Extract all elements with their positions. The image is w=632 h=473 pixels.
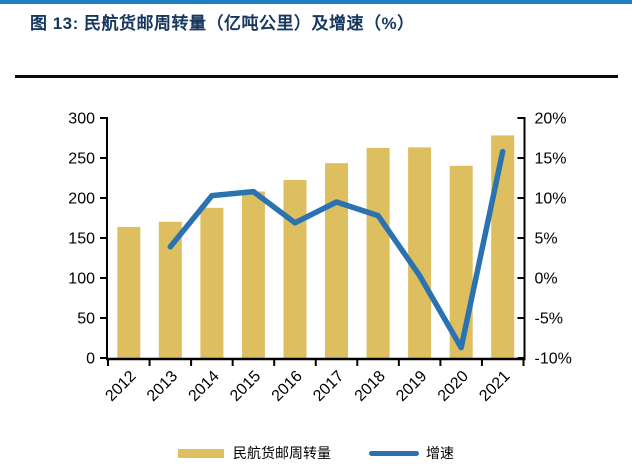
- bar-2013: [158, 221, 182, 358]
- x-axis-label-2012: 2012: [102, 368, 139, 405]
- bar-2016: [283, 180, 307, 358]
- right-axis-tick-label: 15%: [535, 151, 567, 168]
- x-axis-label-2018: 2018: [352, 368, 389, 405]
- x-axis-label-2013: 2013: [144, 368, 181, 405]
- legend-line-label: 增速: [426, 445, 454, 461]
- figure-title: 图 13: 民航货邮周转量（亿吨公里）及增速（%）: [30, 14, 415, 33]
- legend-bar-swatch: [178, 448, 224, 458]
- right-axis-tick-label: -5%: [535, 311, 563, 328]
- left-axis-tick-label: 200: [68, 191, 95, 208]
- x-axis-label-2021: 2021: [476, 368, 513, 405]
- bar-2014: [200, 207, 224, 358]
- left-axis-tick-label: 150: [68, 231, 95, 248]
- bar-2017: [325, 163, 348, 358]
- x-axis-label-2014: 2014: [186, 368, 223, 405]
- growth-line: [167, 148, 506, 351]
- title-separator: [15, 75, 618, 78]
- x-axis-label-2017: 2017: [310, 368, 347, 405]
- left-axis-tick-label: 100: [68, 271, 95, 288]
- x-axis-label-2019: 2019: [393, 368, 430, 405]
- legend-line-swatch: [369, 450, 419, 456]
- left-axis-tick-label: 250: [68, 151, 95, 168]
- left-axis-tick-label: 0: [86, 351, 95, 368]
- x-axis-label-2016: 2016: [269, 368, 306, 405]
- right-axis-tick-label: 10%: [535, 191, 567, 208]
- bar-2012: [117, 226, 141, 358]
- right-axis-tick-label: 0%: [535, 271, 558, 288]
- bar-2021: [491, 135, 515, 358]
- x-axis-label-2015: 2015: [227, 368, 264, 405]
- legend-bar-label: 民航货邮周转量: [233, 445, 331, 461]
- legend: 民航货邮周转量 增速: [0, 441, 632, 465]
- right-axis-tick-label: 5%: [535, 231, 558, 248]
- right-axis-tick-label: -10%: [535, 351, 572, 368]
- bar-2019: [408, 147, 432, 358]
- x-axis-label-2020: 2020: [435, 368, 472, 405]
- top-accent-bar: [0, 0, 632, 4]
- left-axis-tick-label: 300: [68, 111, 95, 128]
- left-axis-tick-label: 50: [77, 311, 95, 328]
- bar-2018: [366, 148, 390, 358]
- bar-2015: [241, 191, 265, 358]
- right-axis-tick-label: 20%: [535, 111, 567, 128]
